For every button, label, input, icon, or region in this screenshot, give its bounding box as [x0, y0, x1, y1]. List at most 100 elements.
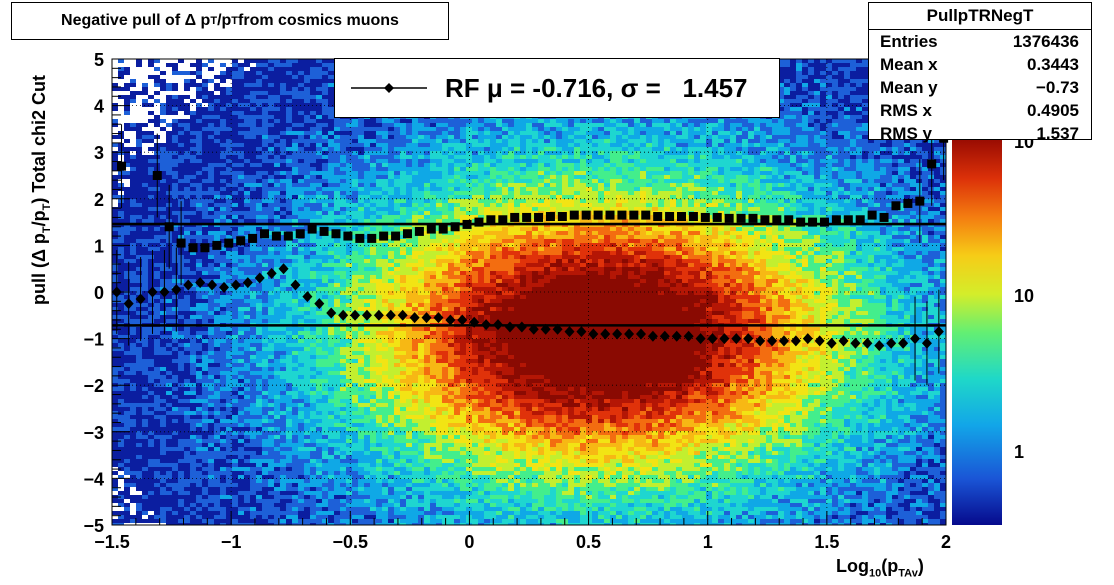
- heatmap-cell: [196, 163, 202, 167]
- heatmap-cell: [370, 351, 376, 355]
- heatmap-cell: [322, 467, 328, 471]
- heatmap-cell: [184, 467, 190, 471]
- heatmap-cell: [298, 487, 304, 491]
- heatmap-cell: [256, 351, 262, 355]
- heatmap-cell: [244, 271, 250, 275]
- heatmap-cell: [376, 331, 382, 335]
- heatmap-cell: [358, 123, 364, 127]
- heatmap-cell: [304, 87, 310, 91]
- heatmap-cell: [334, 403, 340, 407]
- heatmap-cell: [136, 471, 142, 475]
- heatmap-cell: [184, 471, 190, 475]
- heatmap-cell: [172, 451, 178, 455]
- heatmap-cell: [118, 227, 124, 231]
- heatmap-cell: [190, 287, 196, 291]
- heatmap-cell: [244, 435, 250, 439]
- heatmap-cell: [262, 111, 268, 115]
- heatmap-cell: [352, 183, 358, 187]
- heatmap-cell: [376, 263, 382, 267]
- heatmap-cell: [346, 439, 352, 443]
- heatmap-cell: [196, 183, 202, 187]
- heatmap-cell: [304, 487, 310, 491]
- heatmap-cell: [274, 459, 280, 463]
- heatmap-cell: [316, 131, 322, 135]
- heatmap-cell: [334, 499, 340, 503]
- heatmap-cell: [310, 195, 316, 199]
- heatmap-cell: [358, 175, 364, 179]
- heatmap-cell: [154, 439, 160, 443]
- heatmap-cell: [262, 263, 268, 267]
- heatmap-cell: [310, 391, 316, 395]
- heatmap-cell: [136, 447, 142, 451]
- heatmap-cell: [250, 163, 256, 167]
- heatmap-cell: [250, 219, 256, 223]
- heatmap-cell: [190, 263, 196, 267]
- heatmap-cell: [136, 271, 142, 275]
- heatmap-cell: [262, 211, 268, 215]
- heatmap-cell: [238, 191, 244, 195]
- heatmap-cell: [220, 167, 226, 171]
- heatmap-cell: [118, 451, 124, 455]
- heatmap-cell: [148, 379, 154, 383]
- heatmap-cell: [328, 515, 334, 519]
- heatmap-cell: [256, 199, 262, 203]
- heatmap-cell: [214, 343, 220, 347]
- heatmap-cell: [286, 515, 292, 519]
- heatmap-cell: [190, 299, 196, 303]
- heatmap-cell: [250, 419, 256, 423]
- heatmap-cell: [190, 455, 196, 459]
- heatmap-cell: [364, 419, 370, 423]
- heatmap-cell: [208, 479, 214, 483]
- heatmap-cell: [256, 171, 262, 175]
- heatmap-cell: [268, 175, 274, 179]
- heatmap-cell: [118, 387, 124, 391]
- heatmap-cell: [172, 295, 178, 299]
- heatmap-cell: [304, 367, 310, 371]
- heatmap-cell: [322, 139, 328, 143]
- heatmap-cell: [220, 147, 226, 151]
- heatmap-cell: [274, 351, 280, 355]
- heatmap-cell: [346, 443, 352, 447]
- heatmap-cell: [364, 363, 370, 367]
- heatmap-cells: [112, 59, 946, 527]
- heatmap-cell: [256, 191, 262, 195]
- heatmap-cell: [208, 311, 214, 315]
- heatmap-cell: [358, 199, 364, 203]
- heatmap-cell: [178, 327, 184, 331]
- heatmap-cell: [148, 459, 154, 463]
- heatmap-cell: [166, 423, 172, 427]
- heatmap-cell: [310, 71, 316, 75]
- heatmap-cell: [190, 271, 196, 275]
- heatmap-cell: [316, 359, 322, 363]
- heatmap-cell: [208, 395, 214, 399]
- heatmap-cell: [292, 367, 298, 371]
- heatmap-cell: [256, 507, 262, 511]
- heatmap-cell: [376, 275, 382, 279]
- heatmap-cell: [286, 87, 292, 91]
- heatmap-cell: [316, 483, 322, 487]
- heatmap-cell: [274, 343, 280, 347]
- heatmap-cell: [112, 395, 118, 399]
- heatmap-cell: [130, 191, 136, 195]
- heatmap-cell: [220, 207, 226, 211]
- heatmap-cell: [202, 391, 208, 395]
- heatmap-cell: [286, 171, 292, 175]
- heatmap-cell: [148, 195, 154, 199]
- heatmap-cell: [154, 343, 160, 347]
- heatmap-cell: [214, 467, 220, 471]
- heatmap-cell: [238, 403, 244, 407]
- heatmap-cell: [232, 67, 238, 71]
- heatmap-cell: [286, 103, 292, 107]
- heatmap-cell: [184, 195, 190, 199]
- heatmap-cell: [256, 375, 262, 379]
- heatmap-cell: [220, 299, 226, 303]
- heatmap-cell: [190, 127, 196, 131]
- heatmap-cell: [136, 319, 142, 323]
- heatmap-cell: [280, 123, 286, 127]
- heatmap-cell: [340, 459, 346, 463]
- heatmap-cell: [340, 135, 346, 139]
- heatmap-cell: [292, 471, 298, 475]
- heatmap-cell: [304, 195, 310, 199]
- heatmap-cell: [346, 187, 352, 191]
- heatmap-cell: [334, 127, 340, 131]
